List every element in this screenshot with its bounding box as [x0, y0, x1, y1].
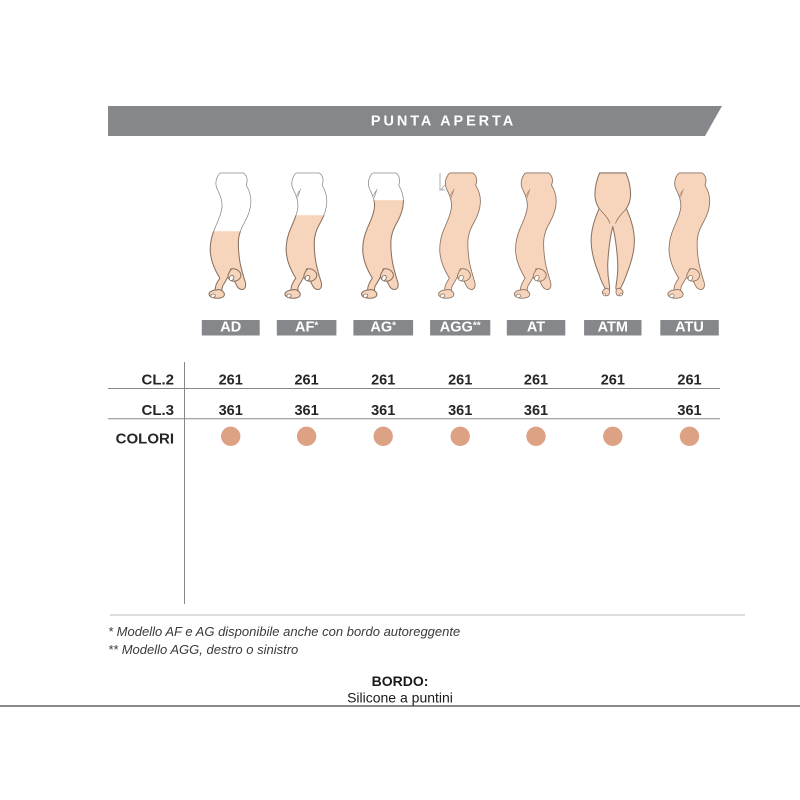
svg-text:Silicone a puntini: Silicone a puntini	[347, 690, 453, 706]
svg-text:BORDO:: BORDO:	[372, 673, 429, 689]
svg-text:* Modello AF e AG disponibile: * Modello AF e AG disponibile anche con …	[108, 624, 460, 639]
svg-text:** Modello AGG, destro o sinis: ** Modello AGG, destro o sinistro	[108, 642, 298, 657]
